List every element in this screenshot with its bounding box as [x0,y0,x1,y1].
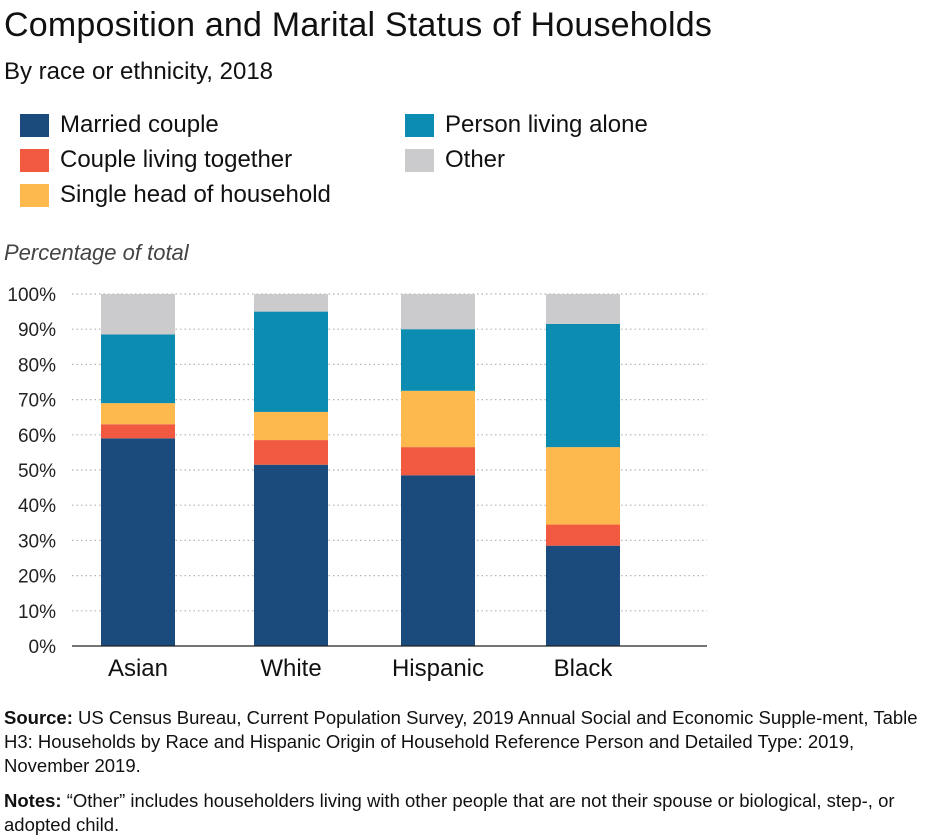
legend-swatch [405,148,434,172]
bar-segment [546,524,620,546]
notes-label: Notes: [4,790,62,811]
bar-segment [401,294,475,330]
chart-subtitle: By race or ethnicity, 2018 [4,58,274,85]
legend-swatch [20,148,49,172]
bar-segment [101,403,175,425]
bar-segment [101,294,175,335]
bar-segment [546,323,620,448]
bar-segment [254,440,328,465]
bar-segment [401,475,475,646]
y-tick-label: 40% [18,496,56,517]
legend-swatch [405,113,434,137]
bar-segment [101,334,175,404]
legend-label: Person living alone [445,111,648,138]
legend-item-other: Other [405,146,505,174]
bar-segment [546,294,620,324]
bar-segment [101,438,175,646]
legend-swatch [20,113,49,137]
bar-segment [546,545,620,646]
source-note: Source: US Census Bureau, Current Popula… [4,706,919,778]
y-tick-label: 10% [18,602,56,623]
y-axis-label: Percentage of total [4,240,189,265]
legend-label: Single head of household [60,181,331,208]
y-tick-label: 70% [18,391,56,412]
legend-item-single-head-of-household: Single head of household [20,181,331,209]
legend-label: Married couple [60,111,219,138]
legend-item-married-couple: Married couple [20,111,219,139]
source-text: US Census Bureau, Current Population Sur… [4,707,918,776]
chart-title: Composition and Marital Status of Househ… [4,6,713,44]
notes: Notes: “Other” includes householders liv… [4,789,919,837]
bar-segment [254,464,328,646]
bar-segment [254,411,328,441]
y-tick-label: 90% [18,320,56,341]
bar-segment [401,329,475,391]
y-tick-label: 30% [18,531,56,552]
bar-segment [101,424,175,439]
bar-segment [401,447,475,476]
y-tick-label: 0% [29,637,57,658]
bar-segment [546,447,620,525]
bar-segment [254,294,328,312]
source-label: Source: [4,707,73,728]
x-tick-label: Hispanic [392,655,484,682]
legend-label: Other [445,146,506,173]
y-tick-label: 20% [18,567,56,588]
y-tick-label: 100% [7,285,56,306]
bar-segment [401,390,475,448]
legend-item-person-living-alone: Person living alone [405,111,648,139]
legend-label: Couple living together [60,146,293,173]
x-tick-label: White [260,655,321,682]
x-tick-label: Asian [108,655,168,682]
x-tick-label: Black [554,655,614,682]
stacked-bar-chart: 0% 10% 20% 30% 40% 50% 60% 70% 80% 90% 100% Asian Wh… [7,285,707,682]
legend-item-couple-living-together: Couple living together [20,146,292,174]
y-tick-label: 80% [18,355,56,376]
y-tick-label: 50% [18,461,56,482]
bar-segment [254,311,328,412]
y-tick-label: 60% [18,426,56,447]
legend-swatch [20,183,49,207]
notes-text: “Other” includes householders living wit… [4,790,895,835]
